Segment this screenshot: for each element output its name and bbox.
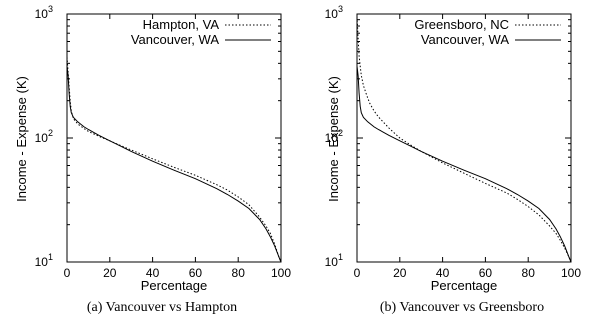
- series-line-solid: [356, 66, 572, 263]
- chart-panel-a: Income - Expense (K) 0 20 40 60 80 100 101 102 1…: [14, 4, 291, 315]
- plot-frame: [66, 13, 282, 263]
- x-tick-label: 80: [232, 266, 246, 280]
- x-tick-label: 0: [354, 266, 361, 280]
- y-axis-label: Income - Expense (K): [326, 76, 341, 202]
- series-line-dotted: [66, 56, 282, 263]
- caption: (a) Vancouver vs Hampton: [87, 300, 237, 315]
- plot-area: 0 20 40 60 80 100 101 102 103 Hampton, VAVancouv…: [35, 4, 292, 280]
- y-tick-label: 101: [325, 252, 343, 269]
- plot-area: 0 20 40 60 80 100 101 102 103 Greensboro, NCVanc…: [325, 4, 582, 280]
- axis-ticks: 0 20 40 60 80 100 101 102 103: [35, 4, 292, 280]
- chart-panel-b: Income - Expense (K) 0 20 40 60 80 100 101 102 1…: [325, 4, 582, 315]
- y-tick-label: 103: [325, 4, 343, 21]
- x-tick-label: 20: [393, 266, 407, 280]
- legend-label: Greensboro, NC: [414, 17, 509, 32]
- series-line-solid: [66, 66, 282, 263]
- caption: (b) Vancouver vs Greensboro: [380, 300, 544, 315]
- y-axis-label: Income - Expense (K): [14, 76, 29, 202]
- x-tick-label: 80: [522, 266, 536, 280]
- series-lines: [356, 16, 572, 263]
- legend-label: Vancouver, WA: [131, 32, 219, 47]
- y-tick-label: 101: [35, 252, 53, 269]
- series-line-dotted: [356, 16, 572, 263]
- x-tick-label: 60: [479, 266, 493, 280]
- plot-frame: [356, 13, 572, 263]
- x-tick-label: 40: [436, 266, 450, 280]
- axis-ticks: 0 20 40 60 80 100 101 102 103: [325, 4, 582, 280]
- x-axis-label: Percentage: [141, 278, 208, 293]
- y-tick-label: 102: [35, 128, 53, 145]
- x-axis-label: Percentage: [431, 278, 498, 293]
- x-tick-label: 40: [146, 266, 160, 280]
- x-tick-label: 100: [271, 266, 291, 280]
- x-tick-label: 100: [561, 266, 581, 280]
- legend-label: Vancouver, WA: [421, 32, 509, 47]
- legend-label: Hampton, VA: [143, 17, 220, 32]
- x-tick-label: 20: [103, 266, 117, 280]
- x-tick-label: 60: [189, 266, 203, 280]
- y-tick-label: 103: [35, 4, 53, 21]
- series-lines: [66, 56, 282, 263]
- y-tick-label: 102: [325, 128, 343, 145]
- x-tick-label: 0: [64, 266, 71, 280]
